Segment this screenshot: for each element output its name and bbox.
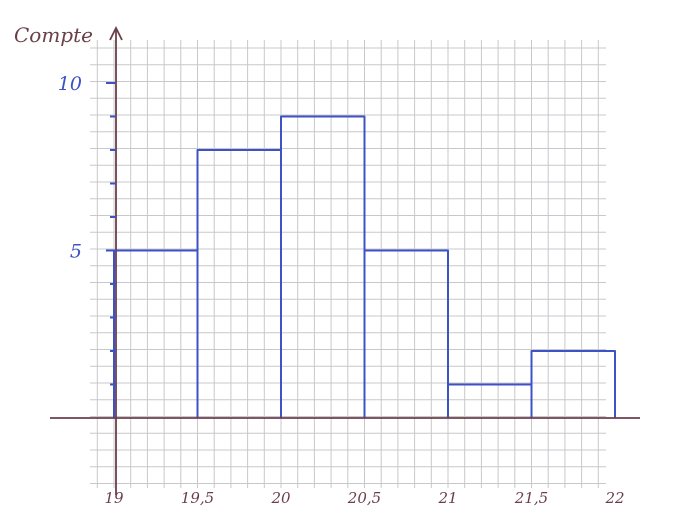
x-tick-label: 20,5 bbox=[347, 489, 381, 507]
y-tick-label: 5 bbox=[70, 241, 82, 263]
histogram-bar bbox=[530, 350, 616, 418]
y-tick-label: 10 bbox=[58, 73, 82, 95]
grid-lines bbox=[90, 40, 606, 488]
x-tick-label: 19,5 bbox=[181, 489, 214, 507]
histogram-bar bbox=[196, 149, 282, 418]
y-ticks bbox=[106, 82, 116, 386]
histogram-bars bbox=[113, 115, 616, 418]
x-tick-label: 21,5 bbox=[514, 489, 548, 507]
tick-labels: Compte 5 10 19 19,5 20 20,5 21 21,5 22 bbox=[14, 23, 625, 507]
x-tick-label: 22 bbox=[604, 489, 624, 507]
histogram-bar bbox=[280, 115, 366, 418]
axes bbox=[50, 25, 640, 495]
y-axis-arrow bbox=[109, 25, 123, 41]
histogram-bar bbox=[363, 249, 449, 418]
x-tick-label: 19 bbox=[104, 489, 124, 507]
y-axis-label: Compte bbox=[14, 23, 93, 47]
histogram-bar bbox=[447, 383, 533, 418]
x-tick-label: 21 bbox=[437, 489, 457, 507]
x-tick-label: 20 bbox=[270, 489, 291, 507]
histogram-bar bbox=[113, 249, 199, 418]
